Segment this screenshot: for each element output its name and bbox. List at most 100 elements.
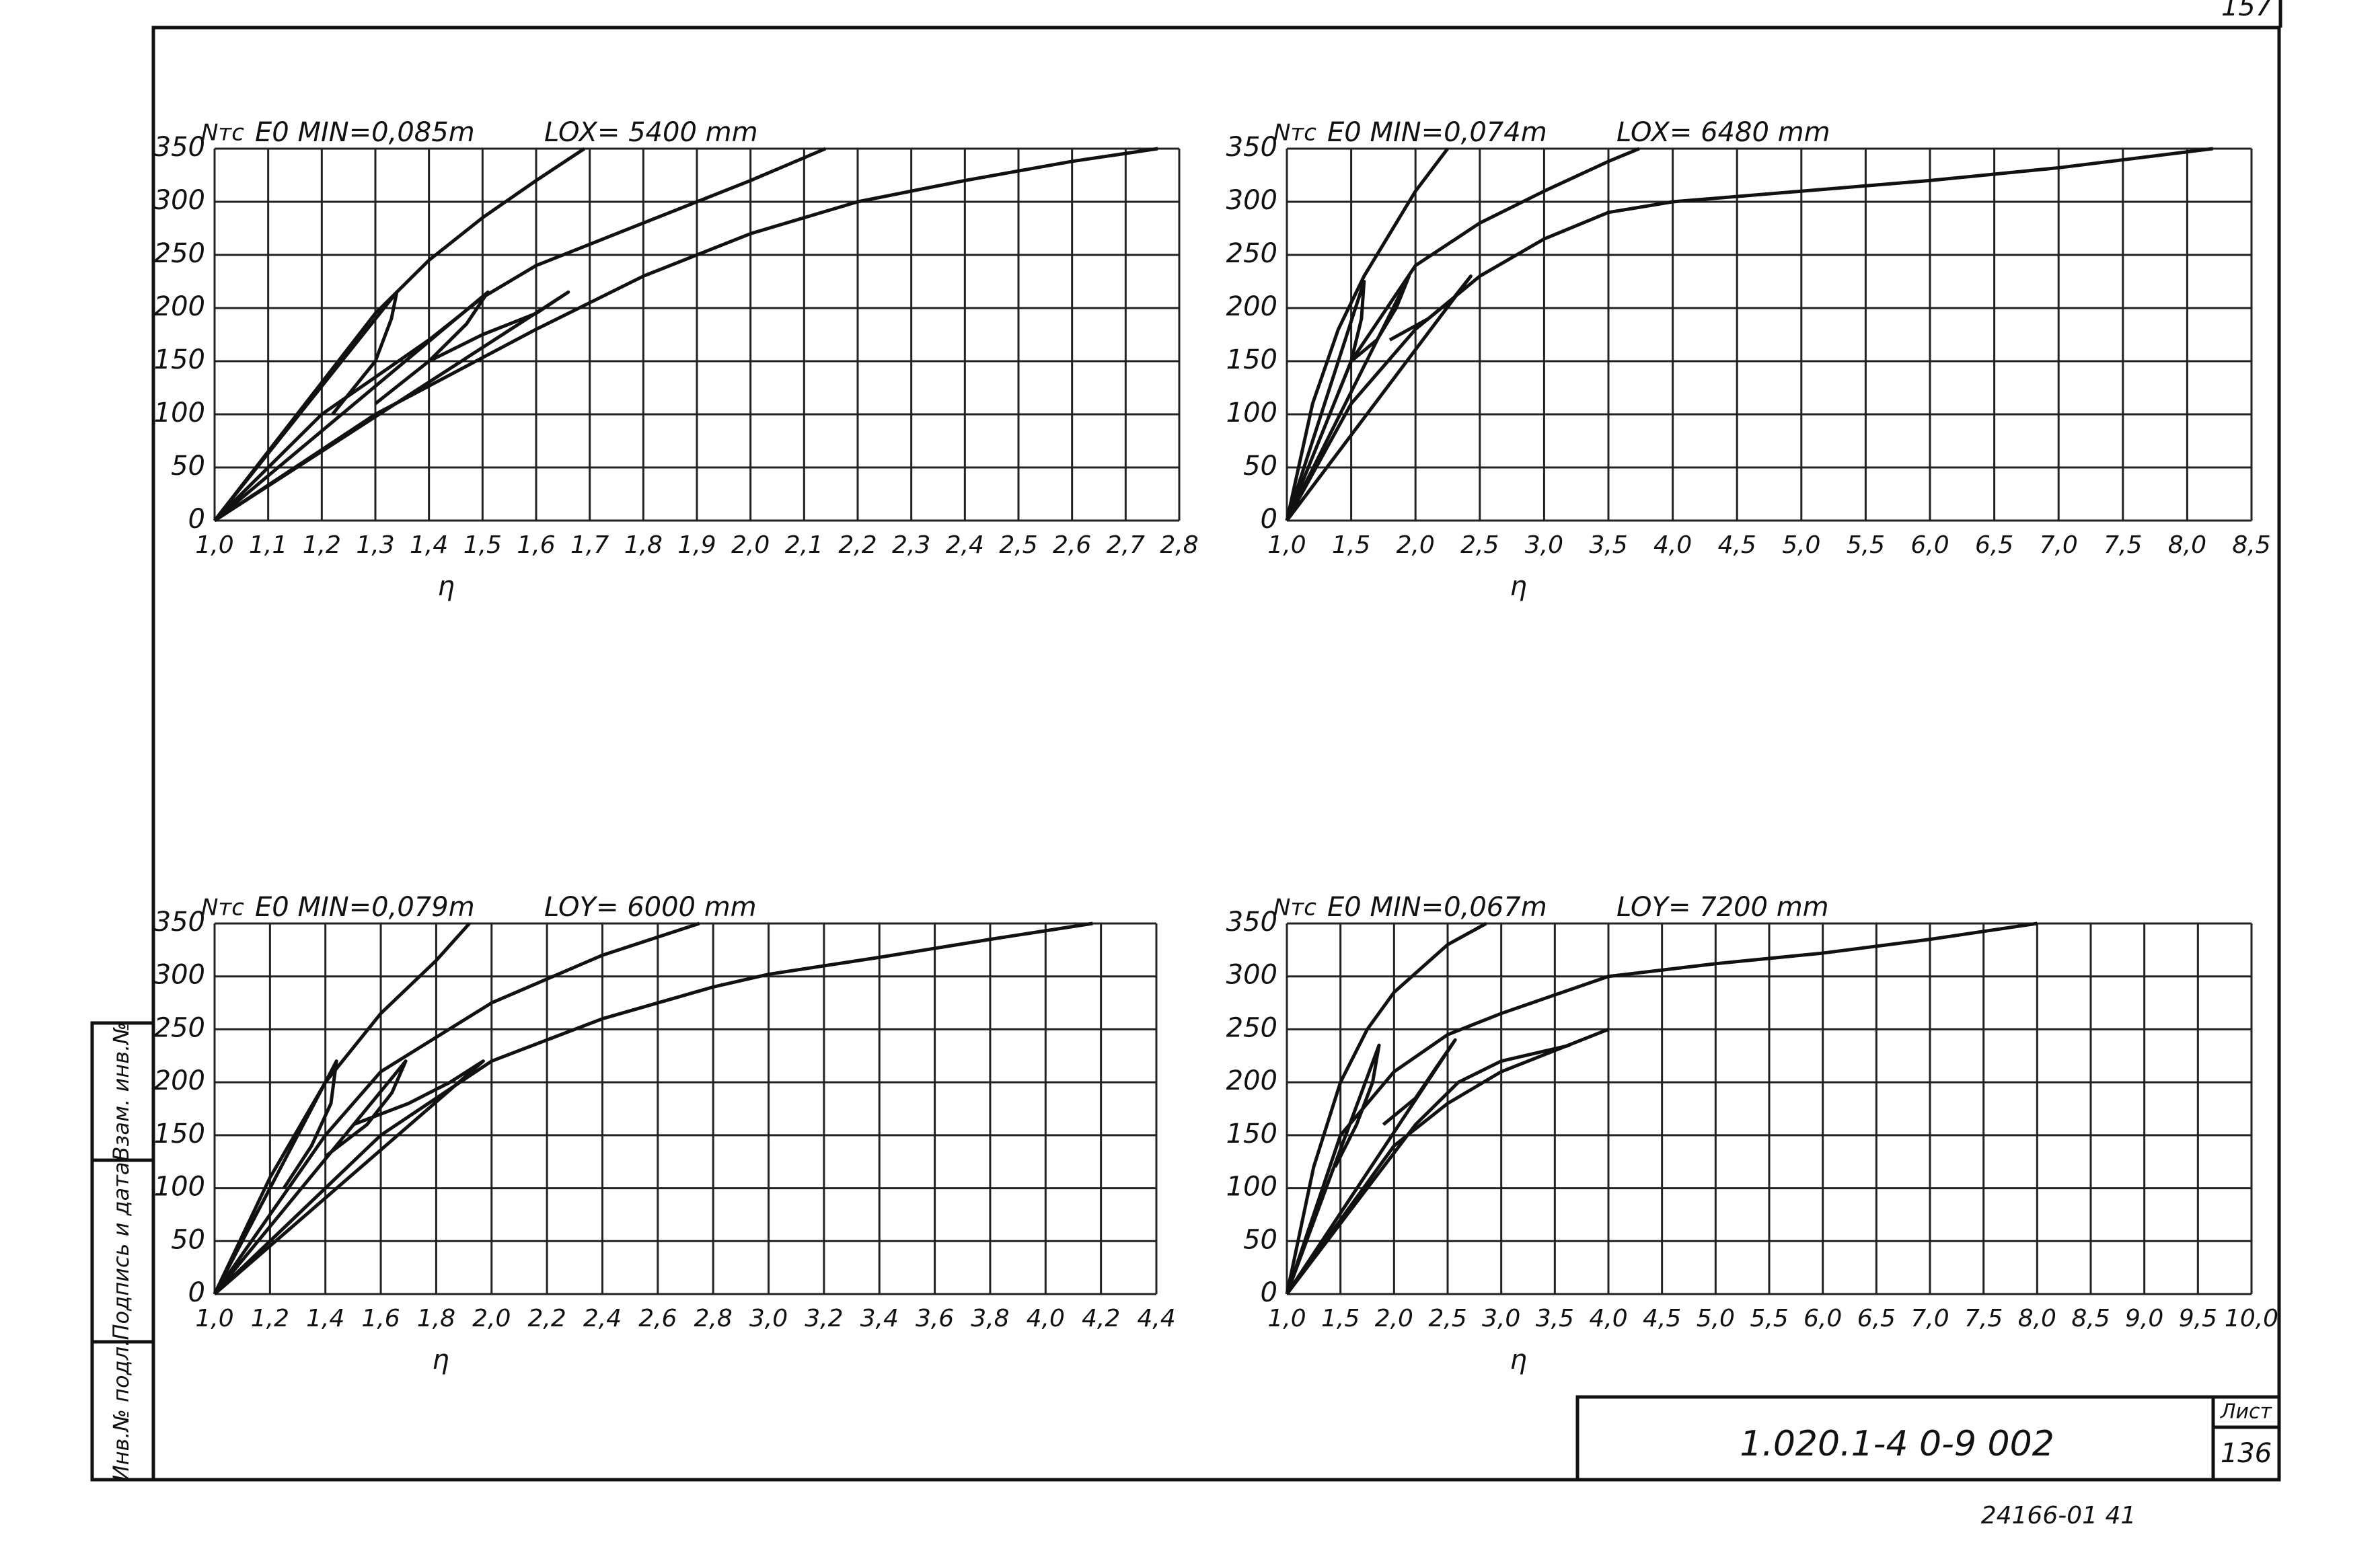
x-tick-label: 2,0 <box>1397 531 1435 559</box>
curve <box>213 290 570 523</box>
y-tick-label: 350 <box>1226 907 1277 938</box>
x-tick-label: 1,6 <box>361 1305 400 1332</box>
x-tick-label: 1,5 <box>1332 531 1370 559</box>
y-axis-label: Nтс <box>201 120 244 147</box>
stamp-label: Подпись и дата <box>108 1162 134 1340</box>
x-tick-label: 3,6 <box>916 1305 954 1332</box>
curve <box>1285 921 2038 1295</box>
y-tick-label: 0 <box>188 1277 205 1308</box>
y-tick-label: 350 <box>154 132 205 163</box>
x-tick-label: 2,1 <box>785 531 823 559</box>
chart-subtitle: LOX= 5400 mm <box>544 117 758 148</box>
x-tick-label: 6,5 <box>1975 531 2013 559</box>
x-tick-label: 1,8 <box>417 1305 455 1332</box>
x-tick-label: 3,0 <box>749 1305 788 1332</box>
sheet-number: 136 <box>2221 1438 2272 1469</box>
x-axis-label: η <box>1510 571 1526 602</box>
x-tick-label: 10,0 <box>2225 1305 2278 1332</box>
x-tick-label: 2,0 <box>472 1305 511 1332</box>
x-tick-label: 2,6 <box>1053 531 1091 559</box>
curve <box>213 921 700 1295</box>
y-axis-label: Nтс <box>1273 895 1316 921</box>
x-tick-label: 2,2 <box>527 1305 566 1332</box>
chart-subtitle: LOY= 6000 mm <box>544 892 757 923</box>
stamp-label: Инв.№ подл. <box>108 1340 134 1482</box>
y-tick-label: 350 <box>1226 132 1277 163</box>
y-tick-label: 300 <box>1226 960 1277 991</box>
x-tick-label: 1,6 <box>517 531 555 559</box>
x-tick-label: 2,6 <box>638 1305 677 1332</box>
y-tick-label: 200 <box>154 1065 205 1096</box>
x-tick-label: 8,0 <box>2168 531 2206 559</box>
x-tick-label: 1,4 <box>306 1305 344 1332</box>
corner-number: 157 <box>2221 0 2273 22</box>
x-tick-label: 1,0 <box>1267 1305 1306 1332</box>
y-tick-label: 0 <box>1261 1277 1277 1308</box>
document-code: 1.020.1-4 0-9 002 <box>1740 1424 2054 1464</box>
curve <box>1285 921 1487 1295</box>
y-tick-label: 200 <box>1226 291 1277 322</box>
curve <box>1285 274 1411 522</box>
chart-title: E0 MIN=0,067m <box>1327 892 1547 923</box>
curve <box>213 147 827 522</box>
x-tick-label: 4,4 <box>1137 1305 1175 1332</box>
y-tick-label: 250 <box>1226 238 1277 269</box>
x-tick-label: 4,5 <box>1718 531 1756 559</box>
y-tick-label: 100 <box>154 397 205 428</box>
y-tick-label: 150 <box>154 344 205 375</box>
y-tick-label: 0 <box>188 504 205 535</box>
x-tick-label: 2,5 <box>1460 531 1499 559</box>
x-tick-label: 2,8 <box>694 1305 733 1332</box>
curve <box>213 290 490 522</box>
y-tick-label: 350 <box>154 907 205 938</box>
y-tick-label: 300 <box>154 960 205 991</box>
x-tick-label: 1,5 <box>463 531 502 559</box>
y-axis-label: Nтс <box>201 895 244 921</box>
x-tick-label: 4,5 <box>1643 1305 1681 1332</box>
x-tick-label: 2,7 <box>1107 531 1145 559</box>
x-tick-label: 3,5 <box>1536 1305 1574 1332</box>
y-tick-label: 150 <box>1226 1119 1277 1149</box>
x-tick-label: 7,0 <box>1910 1305 1949 1332</box>
x-tick-label: 3,2 <box>805 1305 843 1332</box>
curve <box>213 922 471 1295</box>
x-tick-label: 4,0 <box>1653 531 1692 559</box>
y-tick-label: 250 <box>154 238 205 269</box>
x-tick-label: 3,0 <box>1525 531 1563 559</box>
x-tick-label: 5,5 <box>1750 1305 1788 1332</box>
curve <box>213 1059 485 1295</box>
x-tick-label: 8,5 <box>2232 531 2270 559</box>
y-tick-label: 50 <box>171 451 205 482</box>
chart-title: E0 MIN=0,074m <box>1327 117 1547 148</box>
x-tick-label: 4,0 <box>1589 1305 1627 1332</box>
y-tick-label: 250 <box>1226 1012 1277 1043</box>
x-tick-label: 7,5 <box>2104 531 2142 559</box>
curve <box>1285 1043 1381 1295</box>
x-tick-label: 3,4 <box>860 1305 899 1332</box>
x-tick-label: 8,0 <box>2018 1305 2056 1332</box>
stamp-label: Взам. инв.№ <box>108 1022 134 1161</box>
x-tick-label: 1,1 <box>249 531 287 559</box>
curve <box>213 1059 338 1295</box>
x-tick-label: 2,4 <box>583 1305 622 1332</box>
y-tick-label: 100 <box>1226 397 1277 428</box>
curve <box>1285 280 1366 521</box>
curve <box>1285 147 1640 521</box>
sheet-frame <box>151 26 2281 1482</box>
y-tick-label: 50 <box>1243 451 1277 482</box>
x-tick-label: 1,2 <box>303 531 341 559</box>
x-tick-label: 7,0 <box>2040 531 2078 559</box>
x-tick-label: 4,0 <box>1027 1305 1065 1332</box>
y-axis-label: Nтс <box>1273 120 1316 147</box>
chart-subtitle: LOY= 7200 mm <box>1616 892 1829 923</box>
x-tick-label: 2,5 <box>999 531 1037 559</box>
x-tick-label: 1,8 <box>624 531 663 559</box>
y-tick-label: 150 <box>1226 344 1277 375</box>
y-tick-label: 300 <box>1226 185 1277 216</box>
x-axis-label: η <box>437 571 454 602</box>
x-tick-label: 5,5 <box>1847 531 1885 559</box>
x-tick-label: 5,0 <box>1697 1305 1735 1332</box>
x-axis-label: η <box>1510 1344 1526 1375</box>
x-tick-label: 1,0 <box>195 1305 233 1332</box>
x-tick-label: 2,8 <box>1160 531 1198 559</box>
